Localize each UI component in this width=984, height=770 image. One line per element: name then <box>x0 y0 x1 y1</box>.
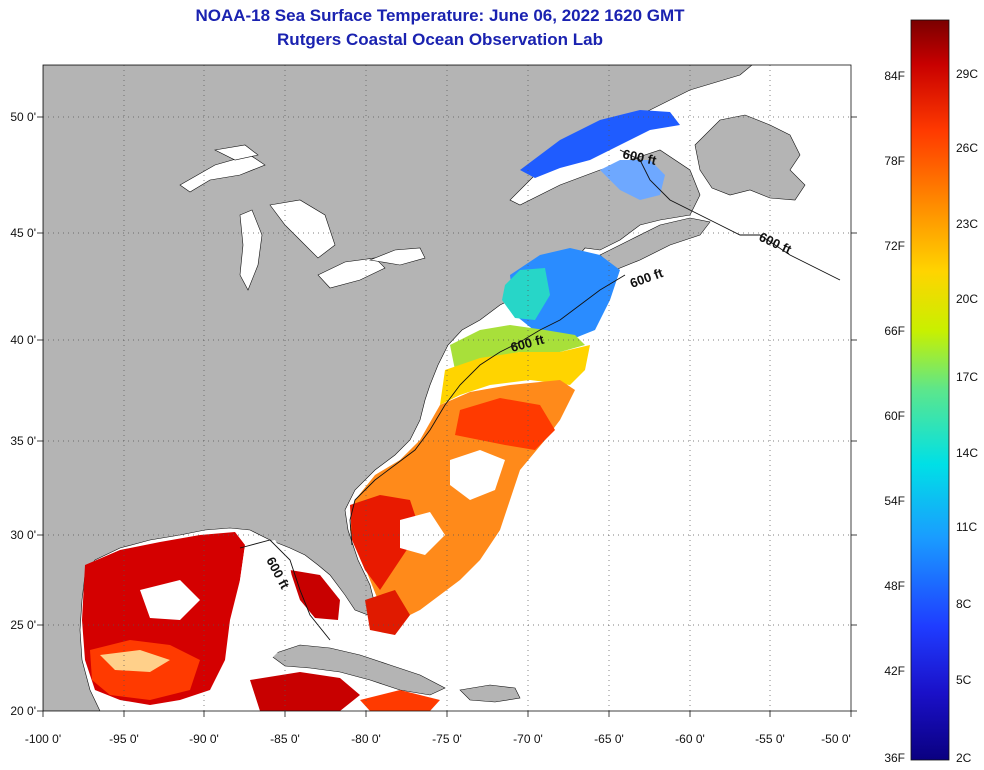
colorbar-f-60: 60F <box>884 409 905 423</box>
lon-label-95: -95 0' <box>109 732 139 746</box>
colorbar-f-54: 54F <box>884 494 905 508</box>
colorbar-f-42: 42F <box>884 664 905 678</box>
longitude-axis <box>42 711 852 717</box>
colorbar-c-29: 29C <box>956 67 978 81</box>
colorbar-f-36: 36F <box>884 751 905 765</box>
hispaniola <box>459 684 521 703</box>
colorbar-c-2: 2C <box>956 751 972 765</box>
lat-label-50: 50 0' <box>10 110 36 124</box>
lat-label-25: 25 0' <box>10 618 36 632</box>
great-lakes <box>179 144 426 291</box>
colorbar-f-66: 66F <box>884 324 905 338</box>
colorbar-c-14: 14C <box>956 446 978 460</box>
lon-label-65: -65 0' <box>594 732 624 746</box>
lat-label-20: 20 0' <box>10 704 36 718</box>
lon-label-100: -100 0' <box>25 732 61 746</box>
colorbar-f-72: 72F <box>884 239 905 253</box>
lon-label-90: -90 0' <box>189 732 219 746</box>
colorbar-f-78: 78F <box>884 154 905 168</box>
colorbar-c-20: 20C <box>956 292 978 306</box>
map-title: NOAA-18 Sea Surface Temperature: June 06… <box>195 6 685 25</box>
isobath-contour <box>239 149 841 641</box>
lon-label-75: -75 0' <box>432 732 462 746</box>
colorbar-c-8: 8C <box>956 597 972 611</box>
lon-label-70: -70 0' <box>513 732 543 746</box>
lon-label-60: -60 0' <box>675 732 705 746</box>
newfoundland <box>694 114 806 201</box>
latitude-axis <box>37 116 857 712</box>
colorbar-c-11: 11C <box>956 520 977 534</box>
lon-label-85: -85 0' <box>270 732 300 746</box>
lon-label-50: -50 0' <box>821 732 851 746</box>
colorbar-c-5: 5C <box>956 673 972 687</box>
colorbar-c-17: 17C <box>956 370 978 384</box>
lon-label-55: -55 0' <box>755 732 785 746</box>
colorbar-f-48: 48F <box>884 579 905 593</box>
lat-label-35: 35 0' <box>10 434 36 448</box>
north-america-land <box>43 65 753 711</box>
colorbar <box>910 19 950 761</box>
colorbar-c-23: 23C <box>956 217 978 231</box>
nova-scotia <box>599 217 711 271</box>
contour-label-gulf-st-lawrence: 600 ft <box>621 146 658 168</box>
map-subtitle: Rutgers Coastal Ocean Observation Lab <box>277 30 603 49</box>
sst-data <box>82 110 680 711</box>
cuba <box>269 644 446 696</box>
colorbar-c-26: 26C <box>956 141 978 155</box>
colorbar-f-84: 84F <box>884 69 905 83</box>
lon-label-80: -80 0' <box>351 732 381 746</box>
lat-label-40: 40 0' <box>10 333 36 347</box>
lat-label-30: 30 0' <box>10 528 36 542</box>
lat-label-45: 45 0' <box>10 226 36 240</box>
